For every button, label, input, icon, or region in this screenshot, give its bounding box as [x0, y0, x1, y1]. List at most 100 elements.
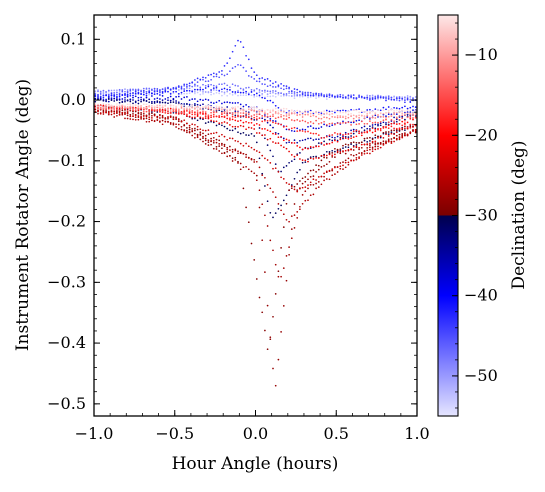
data-point — [253, 116, 256, 119]
data-point — [390, 108, 393, 111]
data-point — [151, 92, 153, 95]
data-point — [196, 88, 199, 91]
data-point — [382, 112, 385, 115]
data-point — [288, 128, 290, 131]
data-point — [366, 94, 369, 97]
data-point — [371, 98, 374, 100]
data-point — [221, 147, 223, 150]
data-point — [140, 116, 142, 119]
data-point — [339, 167, 342, 170]
data-point — [153, 119, 156, 122]
data-point — [395, 123, 398, 125]
data-point — [151, 119, 153, 122]
data-point — [140, 96, 142, 99]
data-point — [296, 154, 299, 157]
data-point — [186, 106, 188, 108]
data-point — [360, 110, 363, 113]
data-point — [207, 141, 210, 143]
data-point — [374, 136, 377, 139]
data-point — [239, 114, 242, 117]
data-point — [285, 128, 288, 131]
data-point — [153, 98, 156, 100]
data-point — [342, 147, 344, 149]
data-point — [183, 88, 186, 90]
data-point — [247, 145, 250, 148]
data-point — [301, 130, 304, 132]
data-point — [301, 116, 304, 118]
data-point — [250, 89, 253, 91]
data-point — [124, 90, 126, 93]
data-point — [142, 107, 145, 110]
data-point — [307, 184, 309, 186]
data-point — [282, 267, 285, 269]
data-point — [226, 155, 229, 158]
data-point — [277, 207, 280, 210]
data-point — [204, 134, 207, 137]
data-point — [334, 136, 336, 139]
data-point — [204, 139, 207, 142]
data-point — [204, 115, 207, 118]
data-point — [387, 94, 390, 97]
data-point — [331, 115, 334, 118]
data-point — [164, 105, 167, 108]
data-point — [237, 109, 239, 112]
data-point — [358, 116, 360, 119]
data-point — [210, 101, 212, 104]
data-point — [221, 94, 223, 97]
data-point — [325, 163, 328, 166]
data-point — [366, 137, 369, 139]
data-point — [229, 112, 231, 114]
data-point — [199, 133, 202, 135]
data-point — [202, 91, 204, 93]
data-point — [307, 96, 309, 99]
data-point — [255, 95, 258, 97]
data-point — [299, 95, 301, 98]
data-point — [293, 158, 296, 161]
data-point — [250, 91, 253, 93]
data-point — [342, 161, 344, 163]
data-point — [366, 149, 369, 152]
data-point — [393, 116, 395, 119]
data-point — [266, 78, 269, 80]
data-point — [366, 143, 369, 145]
data-point — [296, 190, 299, 193]
data-point — [336, 166, 339, 168]
data-point — [196, 77, 199, 80]
data-point — [347, 138, 350, 140]
data-point — [161, 111, 164, 114]
data-point — [401, 99, 404, 102]
data-point — [369, 118, 371, 120]
data-point — [159, 108, 161, 111]
data-point — [229, 70, 231, 73]
data-point — [355, 145, 358, 148]
data-point — [339, 148, 342, 151]
data-point — [97, 107, 99, 109]
data-point — [307, 178, 309, 181]
data-point — [290, 154, 293, 156]
data-point — [245, 128, 247, 131]
data-point — [223, 101, 226, 104]
data-point — [387, 124, 390, 127]
data-point — [175, 90, 177, 93]
data-point — [140, 106, 142, 109]
data-point — [379, 128, 382, 130]
data-point — [132, 96, 134, 99]
data-point — [156, 111, 159, 113]
data-point — [124, 94, 126, 97]
data-point — [94, 108, 97, 111]
data-point — [215, 107, 218, 110]
data-point — [231, 94, 234, 96]
series-track-18 — [94, 105, 417, 126]
data-point — [317, 181, 320, 183]
data-point — [360, 126, 363, 129]
data-point — [242, 144, 245, 147]
data-point — [204, 76, 207, 79]
data-point — [253, 158, 256, 161]
data-point — [304, 120, 307, 123]
data-point — [145, 90, 148, 93]
data-point — [296, 109, 299, 112]
data-point — [336, 133, 339, 135]
data-point — [272, 121, 274, 124]
data-point — [323, 165, 325, 167]
data-point — [264, 134, 266, 136]
